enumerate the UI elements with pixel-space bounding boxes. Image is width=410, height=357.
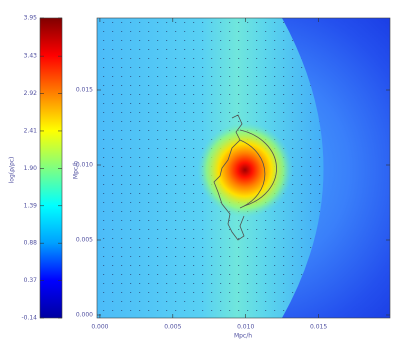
colorbar-tick-label: 0.37 (24, 277, 38, 284)
x-tick-label: 0.010 (237, 324, 254, 331)
colorbar-tick-label: 0.88 (24, 240, 38, 247)
y-axis-label: Mpc/h (73, 161, 80, 179)
contour (213, 114, 245, 241)
colorbar-label: log(ρ/ρc) (9, 157, 16, 184)
y-tick-label: 0.005 (76, 237, 93, 244)
x-tick-label: 0.005 (164, 324, 181, 331)
colorbar-tick-label: 1.90 (24, 165, 38, 172)
colorbar-tick-label: 2.41 (24, 127, 38, 134)
density-map (97, 18, 390, 318)
x-tick-label: 0.000 (91, 324, 108, 331)
colorbar-tick-label: -0.14 (21, 315, 37, 322)
contour (239, 129, 277, 207)
core (195, 120, 295, 220)
colorbar-tick-label: 2.92 (24, 90, 38, 97)
colorbar-tick-label: 1.39 (24, 202, 38, 209)
y-tick-label: 0.010 (76, 162, 93, 169)
y-tick-label: 0.015 (76, 87, 93, 94)
x-tick-label: 0.015 (310, 324, 327, 331)
x-axis-label: Mpc/h (234, 333, 252, 340)
colorbar (39, 17, 63, 319)
colorbar-tick-label: 3.95 (24, 15, 38, 22)
y-tick-label: 0.000 (76, 312, 93, 319)
plot-frame (96, 17, 391, 319)
contour (239, 139, 266, 209)
colorbar-tick-label: 3.43 (24, 53, 38, 60)
